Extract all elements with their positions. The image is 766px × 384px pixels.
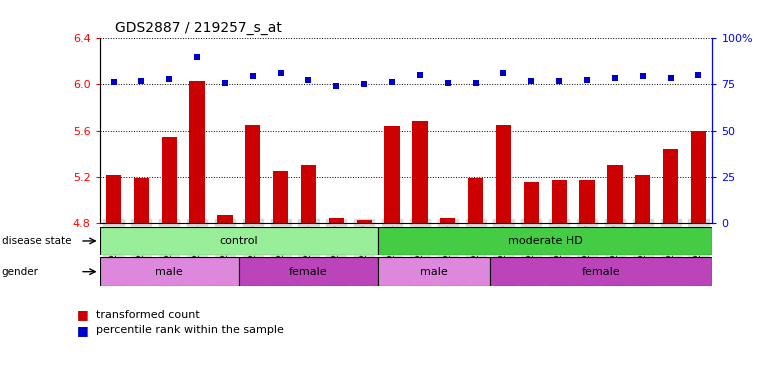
Bar [524, 182, 539, 223]
Bar [378, 227, 712, 255]
Text: female: female [581, 266, 620, 277]
Text: disease state: disease state [2, 236, 71, 246]
Bar [218, 215, 233, 223]
Bar [440, 218, 456, 223]
Bar [663, 149, 678, 223]
Text: moderate HD: moderate HD [508, 236, 583, 246]
Bar [691, 131, 706, 223]
Bar [245, 125, 260, 223]
Bar [412, 121, 427, 223]
Text: GDS2887 / 219257_s_at: GDS2887 / 219257_s_at [115, 21, 282, 35]
Bar [100, 227, 378, 255]
Bar [468, 178, 483, 223]
Text: percentile rank within the sample: percentile rank within the sample [96, 325, 283, 335]
Bar [239, 257, 378, 286]
Bar [489, 257, 712, 286]
Bar [134, 178, 149, 223]
Text: male: male [420, 266, 447, 277]
Text: ■: ■ [77, 324, 93, 337]
Text: control: control [220, 236, 258, 246]
Bar [378, 257, 489, 286]
Bar [356, 220, 372, 223]
Text: transformed count: transformed count [96, 310, 199, 320]
Bar [496, 125, 511, 223]
Text: female: female [290, 266, 328, 277]
Text: gender: gender [2, 266, 38, 277]
Bar [552, 180, 567, 223]
Bar [162, 137, 177, 223]
Bar [100, 257, 239, 286]
Bar [189, 81, 205, 223]
Bar [579, 180, 594, 223]
Bar [273, 171, 288, 223]
Bar [106, 175, 121, 223]
Bar [635, 175, 650, 223]
Bar [301, 165, 316, 223]
Text: male: male [155, 266, 183, 277]
Text: ■: ■ [77, 308, 93, 321]
Bar [329, 218, 344, 223]
Bar [607, 165, 623, 223]
Bar [385, 126, 400, 223]
